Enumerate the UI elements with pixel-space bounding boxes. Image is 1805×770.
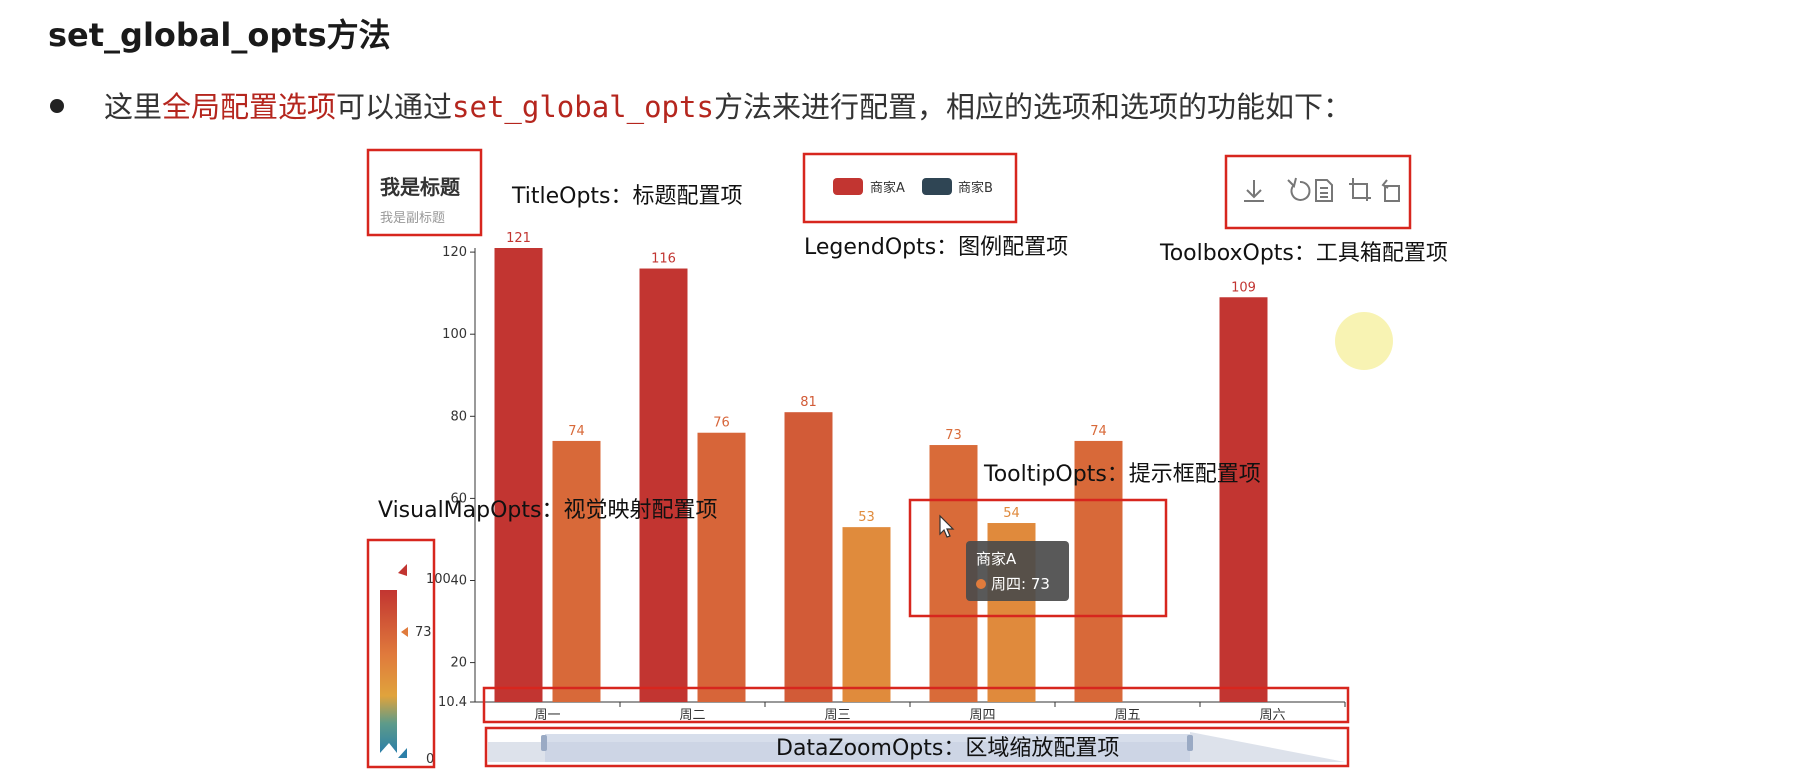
mouse-cursor-icon bbox=[939, 514, 955, 538]
data-zoom-handle-right[interactable] bbox=[1187, 735, 1193, 751]
y-tick-label: 10.4 bbox=[438, 695, 467, 710]
download-icon[interactable] bbox=[1244, 180, 1264, 202]
visual-map[interactable]: 100 73 0 bbox=[380, 564, 451, 767]
visual-map-indicator bbox=[401, 627, 408, 637]
zoom-reset-icon[interactable] bbox=[1381, 179, 1400, 202]
legend-swatch-a[interactable] bbox=[833, 178, 863, 195]
bar-value-label: 76 bbox=[713, 416, 730, 431]
bar-b[interactable] bbox=[552, 440, 601, 702]
datazoom-opts-box bbox=[484, 726, 1350, 768]
y-tick-label: 120 bbox=[442, 245, 467, 260]
tooltip-value: 周四: 73 bbox=[991, 575, 1050, 593]
x-tick-label: 周五 bbox=[1114, 708, 1140, 723]
visual-map-bar bbox=[380, 590, 397, 753]
data-zoom-handle-left[interactable] bbox=[541, 735, 547, 751]
y-tick-label: 40 bbox=[450, 573, 467, 588]
toolbox[interactable] bbox=[1244, 177, 1400, 202]
bar-value-label: 54 bbox=[1003, 506, 1020, 521]
datazoom-opts-caption: DataZoomOpts：区域缩放配置项 bbox=[776, 736, 1119, 761]
data-zoom[interactable] bbox=[488, 732, 1345, 762]
tooltip: 商家A 周四: 73 bbox=[966, 541, 1069, 601]
x-tick-label: 周六 bbox=[1259, 708, 1285, 723]
data-view-icon[interactable] bbox=[1315, 179, 1333, 202]
bullet-highlight: 全局配置选项 bbox=[162, 90, 337, 124]
y-ticks: 10.4 20 40 60 80 100 120 bbox=[438, 245, 475, 710]
bullet-code: set_global_opts bbox=[452, 90, 714, 124]
bullet-mid: 可以通过 bbox=[336, 90, 453, 124]
chart-subtitle: 我是副标题 bbox=[380, 211, 445, 226]
pointer-highlight-icon bbox=[1335, 312, 1393, 370]
bar-value-label: 121 bbox=[506, 231, 531, 246]
bullet-suffix: 方法来进行配置，相应的选项和选项的功能如下： bbox=[713, 90, 1352, 124]
bar-value-label: 74 bbox=[568, 424, 585, 439]
bullet-line: 这里全局配置选项可以通过set_global_opts方法来进行配置，相应的选项… bbox=[50, 84, 1352, 126]
legend-swatch-b[interactable] bbox=[922, 178, 952, 195]
bar-a[interactable] bbox=[1219, 297, 1268, 702]
tooltip-box bbox=[966, 541, 1069, 601]
chart-title: 我是标题 bbox=[380, 175, 461, 199]
bar-a[interactable] bbox=[1074, 440, 1123, 702]
y-tick-label: 20 bbox=[450, 656, 467, 671]
bullet-dot bbox=[50, 99, 64, 113]
xaxis-box bbox=[482, 686, 1350, 724]
bar-a[interactable] bbox=[784, 412, 833, 702]
x-tick-label: 周四 bbox=[969, 708, 995, 723]
bar-labels: 121 116 81 73 74 109 74 76 53 54 bbox=[506, 231, 1256, 525]
bar-a[interactable] bbox=[494, 248, 543, 702]
visual-map-min-label: 0 bbox=[426, 752, 434, 767]
visual-map-max-label: 100 bbox=[426, 572, 451, 587]
bar-value-label: 116 bbox=[651, 252, 676, 267]
bar-value-label: 81 bbox=[800, 395, 817, 410]
bar-value-label: 53 bbox=[858, 510, 875, 525]
bullet-prefix: 这里 bbox=[104, 90, 163, 124]
visual-map-handle-bottom[interactable] bbox=[398, 748, 407, 758]
x-tick-label: 周一 bbox=[534, 708, 560, 723]
visualmap-opts-box bbox=[366, 538, 436, 769]
visual-map-handle-top[interactable] bbox=[398, 564, 407, 576]
bar-value-label: 74 bbox=[1090, 424, 1107, 439]
legend[interactable]: 商家A 商家B bbox=[833, 178, 993, 196]
x-tick-label: 周二 bbox=[679, 708, 705, 723]
legend-label-a[interactable]: 商家A bbox=[870, 180, 905, 196]
annotation-boxes bbox=[366, 148, 1412, 769]
x-ticks: 周一 周二 周三 周四 周五 周六 bbox=[534, 702, 1346, 723]
title-opts-box bbox=[366, 148, 483, 237]
bar-b[interactable] bbox=[842, 527, 891, 702]
y-tick-label: 100 bbox=[442, 327, 467, 342]
tooltip-series-name: 商家A bbox=[976, 550, 1017, 568]
legend-label-b[interactable]: 商家B bbox=[958, 180, 993, 196]
data-zoom-window[interactable] bbox=[545, 734, 1190, 762]
tooltip-dot bbox=[976, 579, 986, 589]
title-opts-caption: TitleOpts：标题配置项 bbox=[511, 184, 743, 209]
page-heading: set_global_opts方法 bbox=[48, 16, 391, 54]
tooltip-opts-caption: TooltipOpts：提示框配置项 bbox=[983, 462, 1261, 487]
bar-value-label: 73 bbox=[945, 428, 962, 443]
legend-opts-caption: LegendOpts：图例配置项 bbox=[804, 235, 1068, 260]
refresh-icon[interactable] bbox=[1287, 177, 1311, 201]
legend-opts-box bbox=[802, 152, 1018, 224]
toolbox-opts-caption: ToolboxOpts：工具箱配置项 bbox=[1159, 241, 1448, 266]
toolbox-opts-box bbox=[1224, 154, 1412, 230]
zoom-icon[interactable] bbox=[1349, 178, 1371, 201]
visualmap-opts-caption: VisualMapOpts：视觉映射配置项 bbox=[378, 498, 717, 523]
bar-value-label: 109 bbox=[1231, 280, 1256, 295]
bar-b[interactable] bbox=[697, 432, 746, 702]
y-tick-label: 80 bbox=[450, 409, 467, 424]
bar-a[interactable] bbox=[639, 268, 688, 702]
tooltip-opts-box bbox=[908, 498, 1168, 618]
y-tick-label: 60 bbox=[450, 491, 467, 506]
x-tick-label: 周三 bbox=[824, 708, 850, 723]
visual-map-current-label: 73 bbox=[415, 625, 432, 640]
